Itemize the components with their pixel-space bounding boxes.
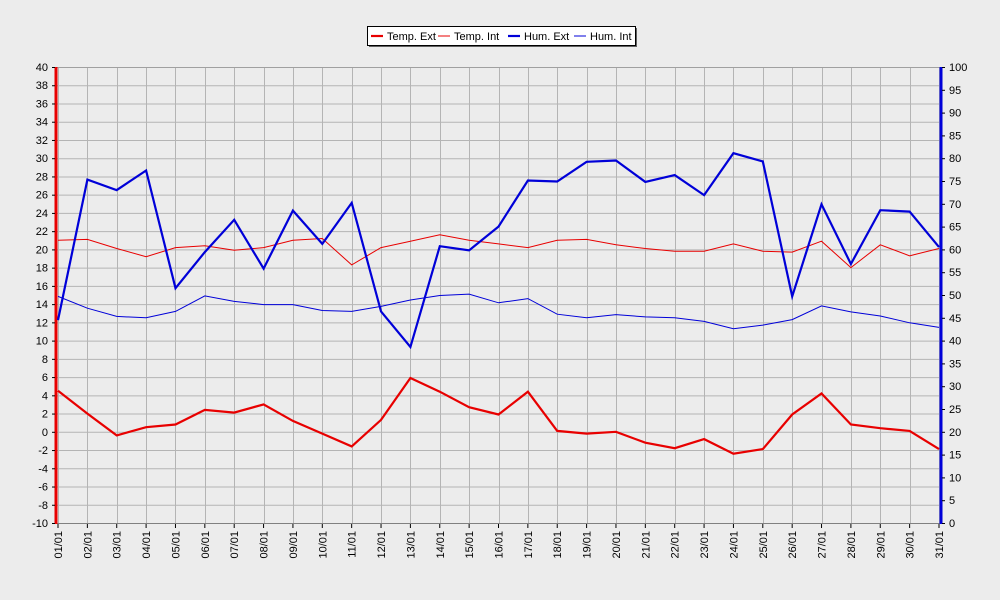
left-tick-label: -6 — [38, 482, 48, 494]
left-tick-label: 40 — [36, 62, 48, 74]
series-line-hum-int — [57, 293, 940, 330]
series-line-temp-int — [57, 234, 940, 269]
series-layer — [56, 151, 940, 455]
left-tick-label: 28 — [36, 171, 48, 183]
left-tick-label: 12 — [36, 317, 48, 329]
right-tick-label: 65 — [949, 222, 961, 234]
left-tick-label: 30 — [36, 153, 48, 165]
left-tick-label: 38 — [36, 80, 48, 92]
left-tick-label: 36 — [36, 98, 48, 110]
left-tick-label: 20 — [36, 244, 48, 256]
right-tick-label: 5 — [949, 495, 955, 507]
left-tick-label: -8 — [38, 500, 48, 512]
left-tick-label: 26 — [36, 190, 48, 202]
x-tick-label: 18/01 — [552, 531, 564, 559]
x-tick-label: 24/01 — [728, 531, 740, 559]
right-tick-label: 75 — [949, 176, 961, 188]
right-tick-label: 50 — [949, 290, 961, 302]
left-tick-label: 18 — [36, 263, 48, 275]
left-tick-label: 4 — [42, 390, 48, 402]
x-tick-label: 20/01 — [611, 531, 623, 559]
x-tick-label: 23/01 — [699, 531, 711, 559]
plot-area — [57, 67, 940, 523]
x-tick-label: 06/01 — [200, 531, 212, 559]
right-tick-label: 85 — [949, 130, 961, 142]
x-tick-label: 30/01 — [905, 531, 917, 559]
x-tick-label: 11/01 — [347, 531, 359, 558]
right-tick-label: 95 — [949, 85, 961, 97]
left-tick-label: 8 — [42, 354, 48, 366]
right-tick-label: 35 — [949, 358, 961, 370]
right-tick-label: 40 — [949, 336, 961, 348]
x-tick-label: 13/01 — [405, 531, 417, 559]
x-tick-label: 25/01 — [758, 531, 770, 559]
x-tick-label: 03/01 — [112, 531, 124, 559]
legend-label: Temp. Ext — [387, 31, 436, 43]
x-tick-label: 17/01 — [523, 531, 535, 559]
x-tick-label: 31/01 — [934, 531, 946, 559]
right-tick-label: 55 — [949, 267, 961, 279]
series-line-hum-ext — [56, 151, 940, 350]
legend: Temp. Ext Temp. Int Hum. Ext Hum. Int — [367, 26, 637, 47]
x-tick-label: 05/01 — [170, 531, 182, 559]
left-tick-label: 16 — [36, 281, 48, 293]
right-tick-label: 10 — [949, 472, 961, 484]
left-tick-label: 6 — [42, 372, 48, 384]
left-tick-label: 0 — [42, 427, 48, 439]
legend-box — [367, 26, 636, 46]
left-tick-label: 2 — [42, 409, 48, 421]
x-tick-label: 19/01 — [582, 531, 594, 559]
tick-labels: -10-8-6-4-202468101214161820222426283032… — [32, 62, 967, 559]
left-tick-label: -4 — [38, 463, 48, 475]
x-tick-label: 12/01 — [376, 531, 388, 559]
legend-label: Temp. Int — [454, 31, 499, 43]
right-tick-label: 70 — [949, 199, 961, 211]
legend-label: Hum. Int — [590, 31, 632, 43]
x-tick-label: 02/01 — [82, 531, 94, 559]
x-tick-label: 04/01 — [141, 531, 153, 559]
x-tick-label: 09/01 — [288, 531, 300, 559]
x-tick-label: 08/01 — [259, 531, 271, 559]
x-tick-label: 01/01 — [53, 531, 65, 559]
right-tick-label: 25 — [949, 404, 961, 416]
legend-label: Hum. Ext — [524, 31, 569, 43]
left-tick-label: 10 — [36, 336, 48, 348]
axes — [52, 67, 945, 528]
right-tick-label: 15 — [949, 450, 961, 462]
right-tick-label: 80 — [949, 153, 961, 165]
right-tick-label: 30 — [949, 381, 961, 393]
x-tick-label: 27/01 — [817, 531, 829, 559]
x-tick-label: 28/01 — [846, 531, 858, 559]
right-tick-label: 100 — [949, 62, 967, 74]
x-tick-label: 16/01 — [494, 531, 506, 559]
left-tick-label: 22 — [36, 226, 48, 238]
x-tick-label: 15/01 — [464, 531, 476, 559]
grid-lines — [57, 67, 940, 524]
x-tick-label: 21/01 — [640, 531, 652, 559]
left-tick-label: -2 — [38, 445, 48, 457]
series-line-temp-ext — [57, 376, 940, 455]
x-tick-label: 07/01 — [229, 531, 241, 559]
right-tick-label: 90 — [949, 108, 961, 120]
left-tick-label: 34 — [36, 117, 48, 129]
x-tick-label: 14/01 — [435, 531, 447, 559]
left-tick-label: 32 — [36, 135, 48, 147]
right-tick-label: 20 — [949, 427, 961, 439]
x-tick-label: 29/01 — [875, 531, 887, 559]
right-tick-label: 0 — [949, 518, 955, 530]
right-tick-label: 60 — [949, 244, 961, 256]
left-tick-label: 14 — [36, 299, 48, 311]
x-tick-label: 26/01 — [787, 531, 799, 559]
x-tick-label: 22/01 — [670, 531, 682, 559]
x-tick-label: 10/01 — [317, 531, 329, 559]
left-tick-label: 24 — [36, 208, 48, 220]
right-tick-label: 45 — [949, 313, 961, 325]
left-tick-label: -10 — [32, 518, 48, 530]
